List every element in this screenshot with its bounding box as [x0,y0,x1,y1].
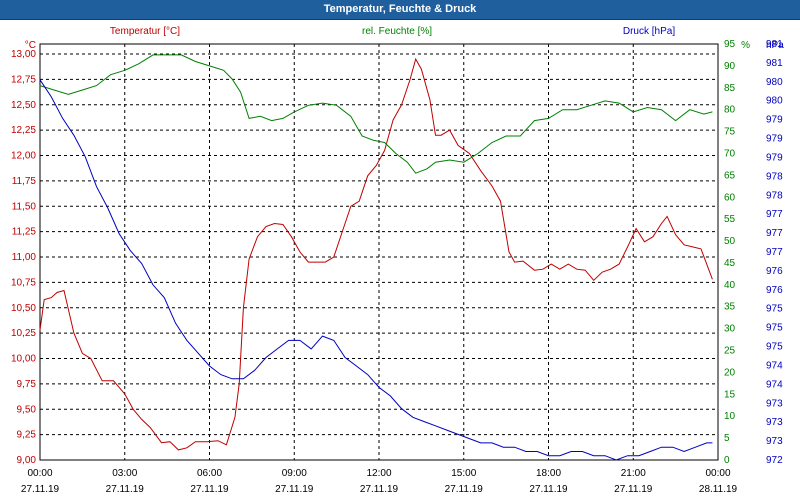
pressure-tick-label: 981 [766,39,783,50]
temperature-tick-label: 9,25 [17,430,37,441]
pressure-tick-label: 977 [766,209,783,220]
x-tick-date-label: 28.11.19 [699,484,738,495]
x-tick-date-label: 27.11.19 [106,484,145,495]
humidity-tick-label: 95 [724,39,736,50]
humidity-tick-label: 80 [724,105,736,116]
temperature-tick-label: 13,00 [11,49,36,60]
temperature-tick-label: 12,75 [11,74,36,85]
temperature-tick-label: 11,50 [12,201,37,212]
humidity-unit-label: % [741,40,750,51]
pressure-tick-label: 979 [766,115,783,126]
x-tick-time-label: 21:00 [621,468,646,479]
humidity-tick-label: 30 [724,324,736,335]
x-tick-time-label: 00:00 [705,468,730,479]
x-tick-date-label: 27.11.19 [445,484,484,495]
x-tick-time-label: 18:00 [536,468,561,479]
pressure-unit-label: hPa [766,40,784,51]
humidity-tick-label: 35 [724,302,736,313]
pressure-tick-label: 972 [766,455,783,466]
x-tick-time-label: 15:00 [451,468,476,479]
temperature-tick-label: 9,50 [17,404,37,415]
pressure-tick-label: 979 [766,134,783,145]
temperature-tick-label: 10,75 [11,277,36,288]
humidity-tick-label: 0 [724,455,730,466]
pressure-tick-label: 974 [766,360,783,371]
humidity-tick-label: 75 [724,127,736,138]
temperature-tick-label: 11,25 [12,227,37,238]
pressure-tick-label: 973 [766,436,783,447]
temperature-tick-label: 10,50 [11,303,36,314]
pressure-tick-label: 976 [766,266,783,277]
humidity-axis-title: rel. Feuchte [%] [362,26,432,37]
pressure-tick-label: 978 [766,190,783,201]
temperature-tick-label: 11,75 [12,176,37,187]
humidity-tick-label: 20 [724,367,736,378]
temperature-tick-label: 9,00 [17,455,37,466]
temperature-unit-label: °C [25,40,36,51]
temperature-tick-label: 10,00 [11,354,36,365]
x-tick-time-label: 03:00 [112,468,137,479]
x-tick-date-label: 27.11.19 [275,484,314,495]
humidity-tick-label: 50 [724,236,736,247]
pressure-tick-label: 975 [766,342,783,353]
pressure-axis-title: Druck [hPa] [623,26,675,37]
pressure-tick-label: 975 [766,323,783,334]
window-title: Temperatur, Feuchte & Druck [0,0,800,20]
x-tick-time-label: 12:00 [366,468,391,479]
temperature-tick-label: 11,00 [12,252,37,263]
pressure-tick-label: 977 [766,228,783,239]
series-line-humidity [39,54,713,174]
series-line-temperature [39,57,713,451]
x-tick-date-label: 27.11.19 [360,484,399,495]
temperature-tick-label: 12,25 [11,125,36,136]
pressure-tick-label: 973 [766,417,783,428]
pressure-tick-label: 976 [766,285,783,296]
humidity-tick-label: 65 [724,170,736,181]
x-tick-date-label: 27.11.19 [190,484,229,495]
series-line-pressure [39,79,713,461]
humidity-tick-label: 70 [724,148,736,159]
humidity-tick-label: 90 [724,61,736,72]
humidity-tick-label: 60 [724,192,736,203]
x-tick-date-label: 27.11.19 [21,484,60,495]
plot-area [39,43,719,461]
humidity-tick-label: 45 [724,258,736,269]
x-tick-time-label: 06:00 [197,468,222,479]
pressure-tick-label: 973 [766,398,783,409]
temperature-tick-label: 12,00 [11,151,36,162]
pressure-tick-label: 975 [766,304,783,315]
x-tick-time-label: 00:00 [27,468,52,479]
humidity-tick-label: 25 [724,346,736,357]
temperature-tick-label: 9,75 [17,379,37,390]
pressure-tick-label: 981 [766,58,783,69]
temperature-tick-label: 12,50 [11,100,36,111]
temperature-tick-label: 10,25 [11,328,36,339]
pressure-tick-label: 978 [766,171,783,182]
x-tick-date-label: 27.11.19 [614,484,653,495]
humidity-tick-label: 10 [724,411,736,422]
humidity-tick-label: 85 [724,83,736,94]
pressure-tick-label: 980 [766,96,783,107]
x-tick-date-label: 27.11.19 [529,484,568,495]
humidity-tick-label: 55 [724,214,736,225]
pressure-tick-label: 979 [766,152,783,163]
pressure-tick-label: 980 [766,77,783,88]
x-tick-time-label: 09:00 [282,468,307,479]
humidity-tick-label: 5 [724,433,730,444]
humidity-tick-label: 15 [724,389,736,400]
pressure-tick-label: 977 [766,247,783,258]
humidity-tick-label: 40 [724,280,736,291]
temperature-axis-title: Temperatur [°C] [110,26,180,37]
pressure-tick-label: 974 [766,379,783,390]
